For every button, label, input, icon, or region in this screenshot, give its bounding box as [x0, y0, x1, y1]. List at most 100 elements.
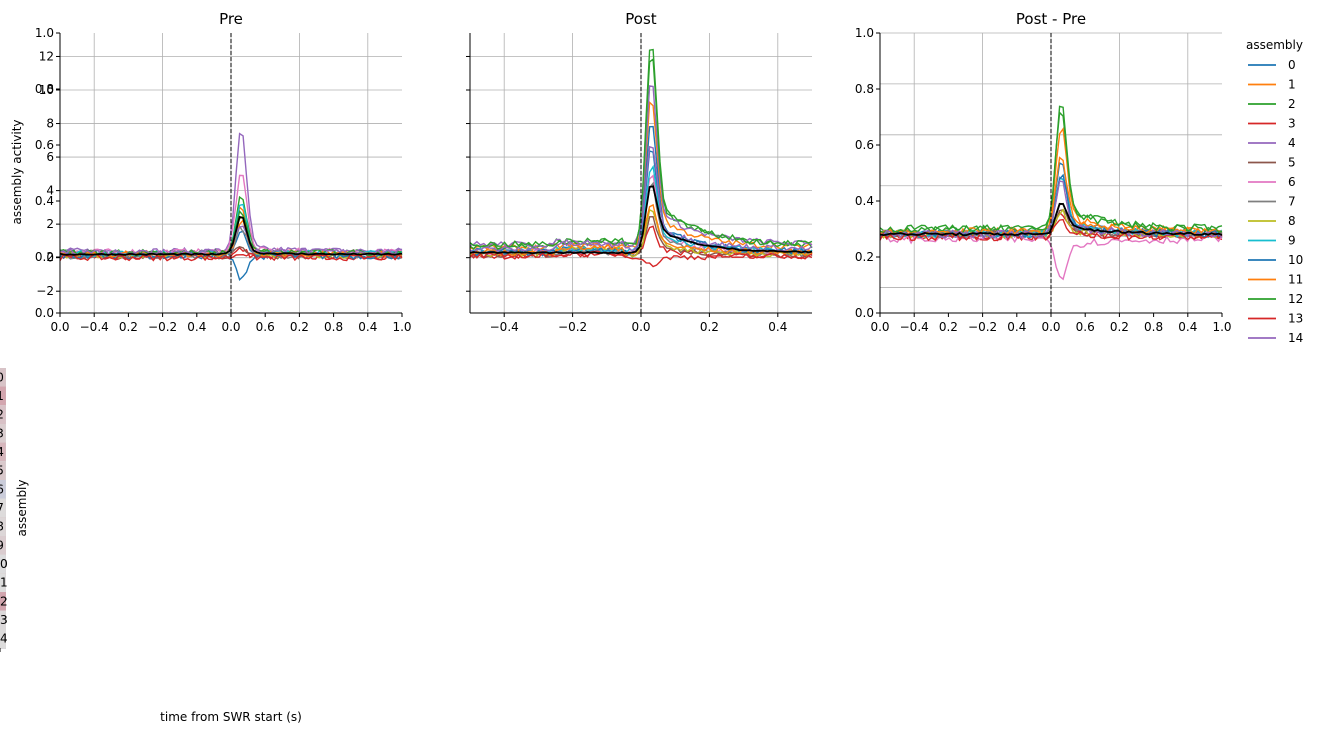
- y-tick-label: 12: [39, 49, 54, 63]
- legend-label-5: 5: [1288, 156, 1296, 170]
- heatmap-panel-5: 01234567891011121314-0.5-0.449-0.399-0.3…: [0, 368, 8, 652]
- legend-label-0: 0: [1288, 58, 1296, 72]
- row-tick-label: 10: [0, 557, 8, 571]
- y-tick-label-outer: 0.2: [855, 250, 874, 264]
- pre-title: Pre: [219, 10, 243, 28]
- row-tick-label: 4: [0, 445, 4, 459]
- heatmap-ylabel: assembly: [15, 480, 29, 537]
- y-tick-label-outer: 0.8: [855, 82, 874, 96]
- y-tick-label: 4: [46, 184, 54, 198]
- heatmap-cell: [0, 573, 6, 593]
- y-tick-label-outer: 0.6: [855, 138, 874, 152]
- x-tick-label: −0.2: [558, 320, 587, 334]
- series-line-11: [879, 156, 1223, 237]
- pre-ylabel: assembly activity: [10, 119, 24, 224]
- heatmap-cell: [0, 554, 6, 574]
- x-tick-label-outer: 0.8: [324, 320, 343, 334]
- post-title: Post: [625, 10, 657, 28]
- legend-label-1: 1: [1288, 78, 1296, 92]
- row-tick-label: 13: [0, 613, 8, 627]
- series-line-14: [469, 145, 813, 253]
- y-tick-label-outer: 0.0: [855, 306, 874, 320]
- row-tick-label: 3: [0, 426, 4, 440]
- x-tick-label: 0.2: [700, 320, 719, 334]
- legend-label-2: 2: [1288, 97, 1296, 111]
- mean-line: [879, 202, 1223, 237]
- x-tick-label: 0.2: [290, 320, 309, 334]
- line-panel-0: 0.0 0.2 0.4 0.6 0.8 1.0 −0.4 −0.2 0.0 0.2 0.4 0.0 0.…: [35, 26, 412, 334]
- legend-label-14: 14: [1288, 331, 1303, 345]
- heatmap-cell: [0, 592, 6, 612]
- line-panel-2: 0.0 0.2 0.4 0.6 0.8 1.0 −0.4 −0.2 0.0 0.2 0.4 0.0 0.…: [855, 26, 1232, 334]
- row-tick-label: 12: [0, 594, 8, 608]
- legend-label-8: 8: [1288, 214, 1296, 228]
- legend-label-6: 6: [1288, 175, 1296, 189]
- legend-label-13: 13: [1288, 312, 1303, 326]
- legend-label-4: 4: [1288, 136, 1296, 150]
- heatmap-cell: [0, 610, 6, 630]
- x-tick-label: −0.4: [490, 320, 519, 334]
- heatmap-cell: [0, 386, 6, 406]
- x-tick-label: 0.4: [768, 320, 787, 334]
- x-tick-label: −0.2: [148, 320, 177, 334]
- y-tick-label: 8: [46, 117, 54, 131]
- x-tick-label-outer: 0.4: [1007, 320, 1026, 334]
- heatmap-cell: [0, 536, 6, 556]
- x-tick-label: 0.2: [1110, 320, 1129, 334]
- legend-label-11: 11: [1288, 273, 1303, 287]
- x-tick-label-outer: 0.6: [256, 320, 275, 334]
- row-tick-label: 5: [0, 464, 4, 478]
- y-tick-label-outer: 0.2: [35, 250, 54, 264]
- x-tick-label-outer: 1.0: [392, 320, 411, 334]
- x-tick-label: 0.4: [358, 320, 377, 334]
- y-tick-label: 0: [46, 251, 54, 265]
- heatmap-cell: [0, 424, 6, 444]
- heatmap-cell: [0, 405, 6, 425]
- x-tick-label-outer: 0.4: [187, 320, 206, 334]
- mean-line: [59, 215, 403, 256]
- heatmap-cell: [0, 517, 6, 537]
- row-tick-label: 14: [0, 632, 8, 646]
- line-panel-1: −0.4 −0.2 0.0 0.2 0.4: [466, 33, 813, 334]
- x-tick-label: 0.4: [1178, 320, 1197, 334]
- series-line-13: [469, 250, 813, 268]
- x-tick-label: −0.4: [900, 320, 929, 334]
- legend-title: assembly: [1246, 38, 1303, 52]
- y-tick-label-outer: 0.4: [35, 194, 54, 208]
- row-tick-label: 0: [0, 370, 4, 384]
- x-tick-label-outer: 0.2: [119, 320, 138, 334]
- y-tick-label-outer: 0.0: [35, 306, 54, 320]
- x-tick-label: 0.0: [631, 320, 650, 334]
- x-tick-label-outer: 0.2: [939, 320, 958, 334]
- y-tick-label-outer: 1.0: [855, 26, 874, 40]
- y-tick-label-outer: 0.6: [35, 138, 54, 152]
- heatmap-cell: [0, 480, 6, 500]
- x-tick-label-outer: 0.6: [1076, 320, 1095, 334]
- heatmap-cell: [0, 368, 6, 388]
- y-tick-label: 6: [46, 150, 54, 164]
- x-tick-label-outer: 0.8: [1144, 320, 1163, 334]
- heatmap-cell: [0, 442, 6, 462]
- row-tick-label: 1: [0, 389, 4, 403]
- y-tick-label-outer: 0.4: [855, 194, 874, 208]
- panels: 0.0 0.2 0.4 0.6 0.8 1.0 −0.4 −0.2 0.0 0.2 0.4 0.0 0.…: [0, 26, 1232, 652]
- legend-label-9: 9: [1288, 234, 1296, 248]
- heatmap-cell: [0, 498, 6, 518]
- row-tick-label: 7: [0, 501, 4, 515]
- heatmap-cell: [0, 629, 6, 649]
- x-tick-label: 0.0: [1041, 320, 1060, 334]
- y-tick-label-outer: 0.8: [35, 82, 54, 96]
- diff-title: Post - Pre: [1016, 10, 1086, 28]
- y-tick-label: 2: [46, 217, 54, 231]
- row-tick-label: 11: [0, 576, 8, 590]
- legend-label-3: 3: [1288, 117, 1296, 131]
- x-tick-label-outer: 1.0: [1212, 320, 1231, 334]
- legend-label-7: 7: [1288, 195, 1296, 209]
- x-tick-label: 0.0: [221, 320, 240, 334]
- y-tick-label: −2: [36, 284, 54, 298]
- x-tick-label: −0.4: [80, 320, 109, 334]
- row-tick-label: 6: [0, 482, 4, 496]
- row-tick-label: 9: [0, 538, 4, 552]
